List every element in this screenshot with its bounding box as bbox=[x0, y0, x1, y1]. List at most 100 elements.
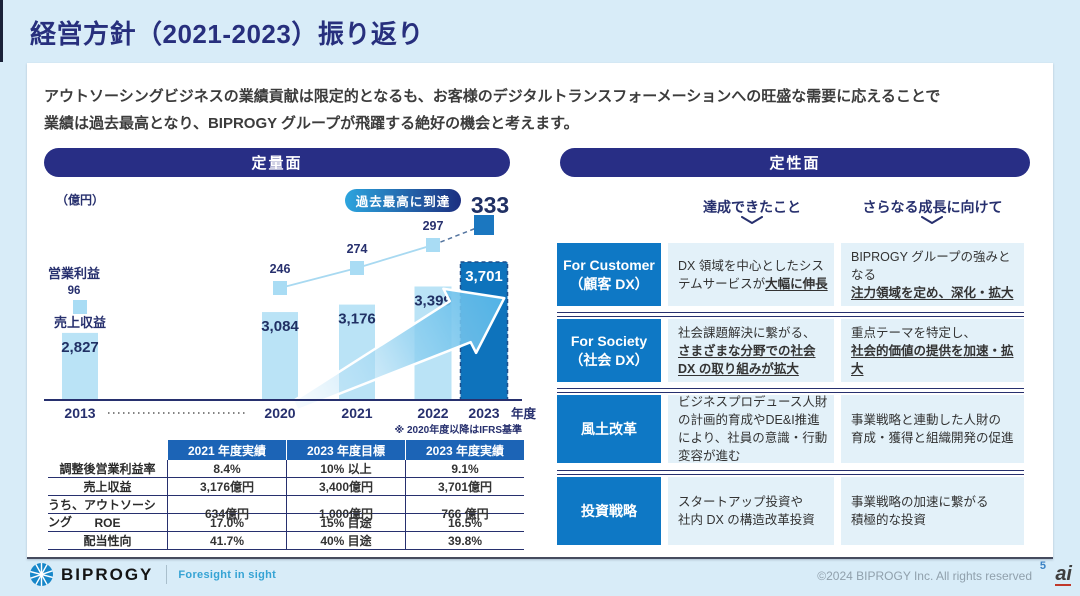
kpi-row-label: 配当性向 bbox=[83, 534, 132, 548]
page-number: 5 bbox=[1039, 560, 1046, 572]
chevron-down-icon bbox=[741, 216, 763, 224]
qual-row-label: 投資戦略 bbox=[557, 477, 661, 545]
x-axis-tick: 2013 bbox=[64, 405, 95, 421]
kpi-cell: 8.4% bbox=[167, 460, 286, 477]
x-axis-tick: 2022 bbox=[417, 405, 448, 421]
profit-marker-2020 bbox=[273, 281, 287, 295]
revenue-value-label: 3,701 bbox=[465, 268, 503, 285]
qual-row-for-society: For Society （社会 DX） 社会課題解決に繋がる、 さまざまな分野での… bbox=[557, 319, 1024, 382]
brand-group: BIPROGY Foresight in sight bbox=[30, 563, 276, 586]
revenue-bar-2020 bbox=[262, 312, 298, 400]
biprogy-wordmark: BIPROGY bbox=[61, 564, 154, 584]
revenue-value-label: 2,827 bbox=[61, 339, 99, 356]
content-card: アウトソーシングビジネスの業績貢献は限定的となるも、お客様のデジタルトランスフォ… bbox=[27, 63, 1053, 559]
watermark-text: ai bbox=[1055, 563, 1072, 585]
profit-line-dashed bbox=[432, 224, 485, 246]
row-separator bbox=[557, 470, 1024, 475]
qual-cell-achieved: スタートアップ投資や 社内 DX の構造改革投資 bbox=[668, 477, 834, 545]
qual-row-label-line1: 風土改革 bbox=[581, 420, 637, 437]
watermark-red-bar bbox=[1055, 584, 1072, 586]
slide-edge-strip bbox=[0, 0, 3, 62]
kpi-cell: 3,400億円 bbox=[286, 478, 405, 495]
kpi-cell: 41.7% bbox=[167, 532, 286, 549]
biprogy-logo-icon bbox=[30, 563, 53, 586]
column-header-achieved: 達成できたこと bbox=[703, 199, 801, 215]
profit-peak-label: 333 bbox=[471, 192, 509, 218]
kpi-cell: 634億円 bbox=[167, 496, 286, 530]
qual-row-investment: 投資戦略 スタートアップ投資や 社内 DX の構造改革投資 事業戦略の加速に繋がる… bbox=[557, 477, 1024, 545]
profit-marker-2022 bbox=[426, 238, 440, 252]
profit-series-label: 営業利益 bbox=[48, 266, 100, 281]
revenue-series-label: 売上収益 bbox=[54, 315, 106, 330]
x-axis-tick: 2020 bbox=[264, 405, 295, 421]
kpi-header-cell bbox=[48, 440, 167, 460]
x-axis-tick: 2023 bbox=[468, 405, 499, 421]
profit-value-label: 246 bbox=[270, 262, 291, 276]
profit-value-label: 297 bbox=[423, 219, 444, 233]
qual-cell-achieved: DX 領域を中心としたシステムサービスが大幅に伸長 bbox=[668, 243, 834, 306]
qual-row-label-line2: （社会 DX） bbox=[569, 351, 649, 368]
kpi-cell: 16.5% bbox=[405, 514, 524, 531]
kpi-row-label: 調整後営業利益率 bbox=[59, 462, 156, 476]
intro-line-1: アウトソーシングビジネスの業績貢献は限定的となるも、お客様のデジタルトランスフォ… bbox=[44, 88, 941, 105]
revenue-bar-2013 bbox=[62, 332, 98, 400]
qual-cell-next: BIPROGY グループの強みとなる 注力領域を定め、深化・拡大 bbox=[841, 243, 1024, 306]
revenue-value-label: 3,084 bbox=[261, 318, 299, 335]
section-pill-quantitative: 定量面 bbox=[44, 148, 510, 177]
chevron-down-icon bbox=[921, 216, 943, 224]
footer: BIPROGY Foresight in sight ©2024 BIPROGY… bbox=[0, 557, 1080, 596]
qual-row-label: For Customer （顧客 DX） bbox=[557, 243, 661, 306]
kpi-row-label: ROE bbox=[94, 515, 121, 530]
growth-arrow-shape bbox=[291, 287, 506, 412]
kpi-cell: 766 億円 bbox=[405, 496, 524, 530]
kpi-cell: 1,000億円 bbox=[286, 496, 405, 530]
chart-note: ※ 2020年度以降はIFRS基準 bbox=[394, 425, 522, 436]
profit-marker-2023 bbox=[474, 215, 494, 235]
kpi-row: 調整後営業利益率 8.4% 10% 以上 9.1% bbox=[48, 460, 524, 478]
page-title: 経営方針（2021-2023）振り返り bbox=[30, 19, 424, 49]
qual-cell-next: 重点テーマを特定し、 社会的価値の提供を加速・拡大 bbox=[841, 319, 1024, 382]
profit-marker-2021 bbox=[350, 261, 364, 275]
revenue-value-label: 3,176 bbox=[338, 311, 376, 328]
tagline: Foresight in sight bbox=[178, 568, 277, 581]
copyright: ©2024 BIPROGY Inc. All rights reserved bbox=[817, 569, 1032, 583]
kpi-cell: 15% 目途 bbox=[286, 514, 405, 531]
kpi-header-cell: 2021 年度実績 bbox=[167, 440, 286, 460]
qual-cell-achieved: 社会課題解決に繋がる、 さまざまな分野での社会 DX の取り組みが拡大 bbox=[668, 319, 834, 382]
watermark-ai-logo: ai bbox=[1055, 563, 1072, 586]
kpi-header-row: 2021 年度実績 2023 年度目標 2023 年度実績 bbox=[48, 440, 524, 460]
intro-text: アウトソーシングビジネスの業績貢献は限定的となるも、お客様のデジタルトランスフォ… bbox=[44, 83, 1039, 137]
x-axis-tick: 2021 bbox=[341, 405, 372, 421]
qual-row-for-customer: For Customer （顧客 DX） DX 領域を中心としたシステムサービス… bbox=[557, 243, 1024, 306]
intro-line-2: 業績は過去最高となり、BIPROGY グループが飛躍する絶好の機会と考えます。 bbox=[44, 115, 579, 132]
section-pill-qualitative: 定性面 bbox=[560, 148, 1030, 177]
kpi-header-cell: 2023 年度目標 bbox=[286, 440, 405, 460]
kpi-cell: 40% 目途 bbox=[286, 532, 405, 549]
qual-row-label-line1: For Customer bbox=[563, 256, 655, 273]
qual-row-label: 風土改革 bbox=[557, 395, 661, 463]
row-separator bbox=[557, 388, 1024, 393]
growth-arrow bbox=[291, 287, 506, 412]
column-header-next: さらなる成長に向けて bbox=[862, 199, 1003, 215]
x-axis-suffix: 年度 bbox=[511, 406, 536, 421]
kpi-header-cell: 2023 年度実績 bbox=[405, 440, 524, 460]
record-badge: 過去最高に到達 bbox=[345, 189, 461, 212]
kpi-cell: 17.0% bbox=[167, 514, 286, 531]
qual-row-culture: 風土改革 ビジネスプロデュース人財の計画的育成やDE&I推進により、社員の意識・… bbox=[557, 395, 1024, 463]
kpi-row-label: うち、アウトソーシング bbox=[48, 498, 156, 529]
profit-value-label: 274 bbox=[347, 242, 368, 256]
chart-unit-label: （億円） bbox=[56, 193, 105, 207]
kpi-cell: 3,701億円 bbox=[405, 478, 524, 495]
qual-cell-next: 事業戦略と連動した人財の 育成・獲得と組織開発の促進 bbox=[841, 395, 1024, 463]
quantitative-chart: 売上収益 2,827 3,084 3,176 3,399 3,701 2013 2020 202… bbox=[44, 185, 536, 436]
profit-marker-2013 bbox=[73, 300, 87, 314]
qual-cell-next: 事業戦略の加速に繋がる 積極的な投資 bbox=[841, 477, 1024, 545]
kpi-table: 2021 年度実績 2023 年度目標 2023 年度実績 調整後営業利益率 8… bbox=[48, 440, 524, 550]
qual-row-label: For Society （社会 DX） bbox=[557, 319, 661, 382]
footer-divider bbox=[166, 565, 168, 584]
kpi-cell: 39.8% bbox=[405, 532, 524, 549]
kpi-row-label: 売上収益 bbox=[83, 480, 132, 494]
qual-row-label-line1: For Society bbox=[570, 332, 648, 349]
